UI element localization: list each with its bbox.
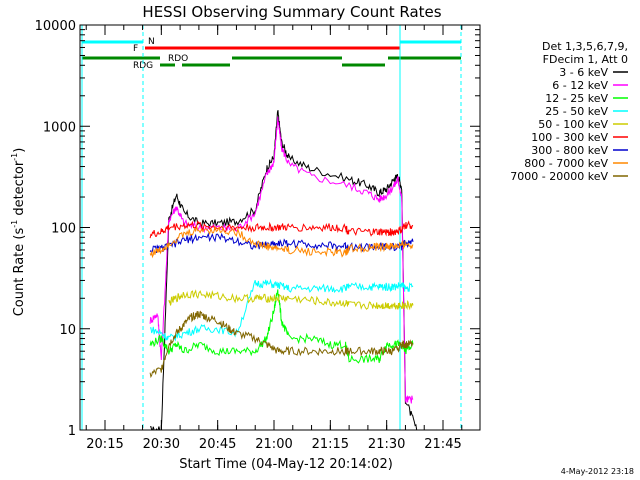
y-tick-label: 10 bbox=[59, 323, 76, 338]
x-tick-label: 20:30 bbox=[143, 437, 180, 452]
flag-label: RDG bbox=[133, 61, 153, 71]
legend-entry: 100 - 300 keV bbox=[531, 131, 608, 144]
legend: Det 1,3,5,6,7,9,FDecim 1, Att 03 - 6 keV… bbox=[510, 40, 628, 183]
y-tick-label: 1000 bbox=[43, 120, 76, 135]
legend-entry: 50 - 100 keV bbox=[538, 118, 608, 131]
y-label-end: ) bbox=[12, 148, 27, 153]
x-tick-label: 20:15 bbox=[86, 437, 123, 452]
y-tick-label: 100 bbox=[51, 222, 76, 237]
chart-title: HESSI Observing Summary Count Rates bbox=[142, 3, 441, 21]
x-axis-label: Start Time (04-May-12 20:14:02) bbox=[179, 457, 393, 472]
flag-label: F bbox=[133, 44, 138, 54]
legend-header: FDecim 1, Att 0 bbox=[543, 53, 628, 66]
y-tick-label: 10000 bbox=[35, 19, 76, 34]
legend-entry: 6 - 12 keV bbox=[552, 79, 608, 92]
x-tick-label: 20:45 bbox=[199, 437, 236, 452]
series-lines bbox=[149, 110, 418, 431]
flag-label: N bbox=[148, 37, 155, 47]
legend-entry: 7000 - 20000 keV bbox=[510, 170, 608, 183]
series-line-8 bbox=[149, 310, 414, 379]
y-label-sup1: -1 bbox=[10, 220, 19, 228]
series-line-3 bbox=[149, 278, 414, 342]
legend-entry: 25 - 50 keV bbox=[545, 105, 608, 118]
series-line-0 bbox=[149, 110, 418, 431]
y-axis-ticks: 1 10 100 1000 10000 bbox=[35, 19, 480, 439]
y-axis-label: Count Rate (s-1 detector-1) bbox=[10, 148, 27, 317]
legend-entry: 800 - 7000 keV bbox=[524, 157, 608, 170]
series-line-5 bbox=[149, 220, 414, 239]
x-tick-label: 21:15 bbox=[312, 437, 349, 452]
flag-bars: NF RDO RDG bbox=[82, 37, 461, 71]
legend-header: Det 1,3,5,6,7,9, bbox=[542, 40, 628, 53]
legend-entry: 3 - 6 keV bbox=[559, 66, 608, 79]
series-line-1 bbox=[149, 116, 414, 405]
flag-label: RDO bbox=[168, 54, 188, 64]
legend-entry: 300 - 800 keV bbox=[531, 144, 608, 157]
series-line-7 bbox=[149, 225, 414, 259]
legend-entry: 12 - 25 keV bbox=[545, 92, 608, 105]
series-line-6 bbox=[149, 232, 414, 256]
x-tick-label: 21:30 bbox=[368, 437, 405, 452]
y-label-sup2: -1 bbox=[10, 153, 19, 161]
y-label-main: Count Rate (s bbox=[12, 228, 27, 317]
y-tick-label: 1 bbox=[68, 424, 76, 439]
series-line-2 bbox=[149, 289, 414, 364]
x-axis-ticks: 20:15 20:30 20:45 21:00 21:15 21:30 21:45 bbox=[85, 25, 463, 452]
footer-date: 4-May-2012 23:18 bbox=[561, 467, 634, 476]
series-line-4 bbox=[168, 289, 414, 311]
y-label-mid: detector bbox=[12, 160, 27, 220]
x-tick-label: 21:00 bbox=[255, 437, 292, 452]
x-tick-label: 21:45 bbox=[424, 437, 461, 452]
